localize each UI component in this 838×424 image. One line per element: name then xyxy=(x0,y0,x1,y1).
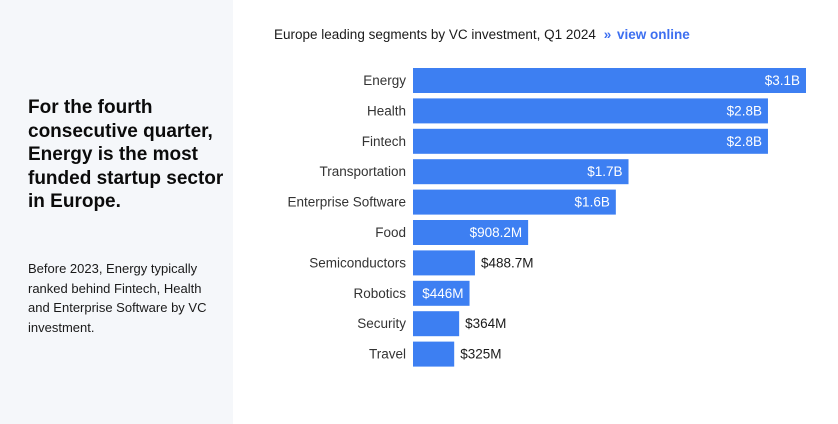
bar xyxy=(413,250,475,276)
bar xyxy=(413,311,460,337)
bar xyxy=(413,341,455,367)
bar xyxy=(413,68,806,93)
double-chevron-icon: » xyxy=(603,27,612,42)
category-label: Enterprise Software xyxy=(287,195,406,210)
value-label: $908.2M xyxy=(470,225,523,240)
chart-title: Europe leading segments by VC investment… xyxy=(274,27,596,42)
category-label: Transportation xyxy=(319,164,406,179)
summary-panel xyxy=(0,0,233,424)
category-label: Energy xyxy=(363,73,406,88)
value-label: $446M xyxy=(422,286,463,301)
bar xyxy=(413,189,616,215)
category-label: Robotics xyxy=(353,286,406,301)
bar xyxy=(413,98,768,124)
bar xyxy=(413,220,529,245)
value-label: $488.7M xyxy=(481,255,534,270)
bar xyxy=(413,159,629,185)
category-label: Security xyxy=(357,316,406,331)
category-label: Semiconductors xyxy=(309,255,406,270)
value-label: $1.6B xyxy=(575,195,610,210)
value-label: $3.1B xyxy=(765,73,800,88)
value-label: $2.8B xyxy=(727,103,762,118)
value-label: $364M xyxy=(465,316,506,331)
value-label: $2.8B xyxy=(727,134,762,149)
value-label: $325M xyxy=(460,347,501,362)
summary-headline: For the fourth consecutive quarter, Ener… xyxy=(28,97,224,212)
bar xyxy=(413,128,768,154)
chart-title-row: Europe leading segments by VC investment… xyxy=(274,27,690,42)
summary-body: Before 2023, Energy typically ranked beh… xyxy=(28,261,207,335)
view-online-link[interactable]: view online xyxy=(616,27,690,42)
category-label: Fintech xyxy=(362,134,406,149)
bar xyxy=(413,280,470,306)
value-label: $1.7B xyxy=(587,164,622,179)
category-label: Health xyxy=(367,103,406,118)
category-label: Food xyxy=(375,225,406,240)
category-label: Travel xyxy=(369,347,406,362)
